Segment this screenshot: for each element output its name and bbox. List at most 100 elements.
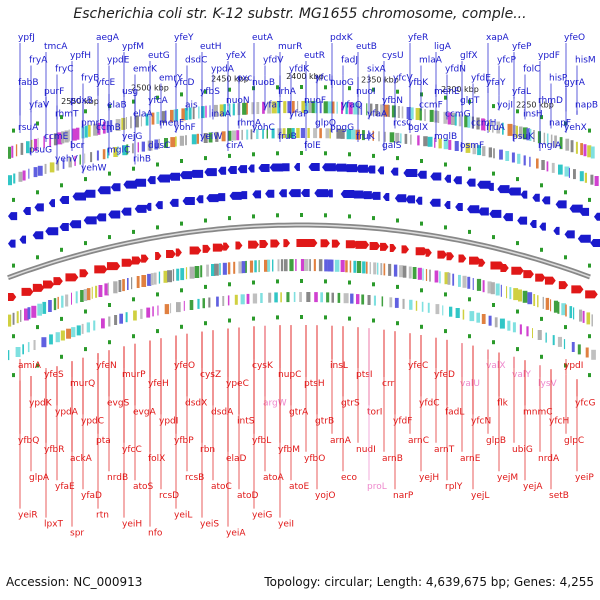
reverse-gene-arrows-arrow xyxy=(523,270,534,279)
forward-gene-arrows-2-arrow xyxy=(179,171,192,180)
forward-gene-arrows-2-arrow xyxy=(147,176,156,185)
fwd-cog-band-block xyxy=(251,102,255,115)
tick-dot xyxy=(444,162,447,167)
rev-cog-band-2-block xyxy=(373,295,376,306)
rev-cog-band-block xyxy=(80,290,84,302)
tick-dot xyxy=(180,92,183,97)
gene-label: yfcD xyxy=(174,78,194,88)
forward-gene-arrows-2-arrow xyxy=(247,164,255,173)
gene-label: yeiL xyxy=(174,511,192,521)
tick-dot xyxy=(156,225,159,230)
tick-dot xyxy=(204,89,207,94)
tick-dot xyxy=(12,197,15,202)
gene-label: elaD xyxy=(226,454,247,464)
rev-cog-band-block xyxy=(245,260,247,273)
fwd-cog-band-block xyxy=(580,143,583,156)
fwd-cog-band-2-block xyxy=(372,130,374,141)
reverse-gene-arrows-arrow xyxy=(189,246,202,255)
tick-dot xyxy=(276,315,279,320)
rev-cog-band-block xyxy=(472,278,474,290)
gene-label: arnB xyxy=(382,454,403,464)
gene-label: yeiW xyxy=(200,132,222,142)
fwd-cog-band-block xyxy=(110,120,113,133)
fwd-cog-band-2-block xyxy=(427,136,433,147)
fwd-cog-band-2-block xyxy=(590,174,594,185)
chart-title: Escherichia coli str. K-12 substr. MG165… xyxy=(73,6,527,22)
reverse-gene-arrows-arrow xyxy=(511,266,524,275)
fwd-cog-band-block xyxy=(554,135,557,148)
gene-label: yfcV xyxy=(393,74,413,84)
rev-cog-band-block xyxy=(380,263,383,276)
gene-label: usg xyxy=(122,87,138,97)
rev-cog-band-block xyxy=(122,279,125,292)
gene-label: yeiR xyxy=(18,511,38,521)
tick-dot xyxy=(540,316,543,321)
forward-gene-arrows-2-arrow xyxy=(520,190,528,199)
gene-label: fryC xyxy=(55,65,73,75)
reverse-gene-arrows-arrow xyxy=(53,277,63,286)
fwd-cog-band-block xyxy=(397,106,400,118)
gene-label: osmF xyxy=(460,141,484,151)
forward-gene-arrows-2-arrow xyxy=(168,172,181,181)
rev-cog-band-2-block xyxy=(442,305,444,316)
fwd-cog-band-2-block xyxy=(256,129,259,139)
reverse-gene-arrows-arrow xyxy=(166,250,176,259)
tick-dot xyxy=(516,347,519,352)
fwd-cog-band-block xyxy=(311,101,317,114)
rev-cog-band-block xyxy=(227,262,231,275)
fwd-cog-band-block xyxy=(188,107,192,120)
gene-label: nupC xyxy=(278,370,301,380)
fwd-cog-band-2-block xyxy=(158,138,160,149)
gene-label: arnT xyxy=(434,445,455,455)
fwd-cog-band-block xyxy=(262,101,265,114)
reverse-gene-arrows-arrow xyxy=(65,273,79,282)
fwd-cog-band-2-block xyxy=(472,144,477,155)
gene-label: yfbR xyxy=(44,445,64,455)
tick-dot xyxy=(492,303,495,307)
gene-label: ypdA xyxy=(211,65,235,75)
forward-gene-arrows-2-arrow xyxy=(403,169,418,178)
forward-gene-arrows-2-arrow xyxy=(156,174,170,183)
rev-cog-band-block xyxy=(91,286,93,299)
fwd-cog-band-block xyxy=(406,107,411,119)
rev-cog-band-2-block xyxy=(563,339,566,350)
fwd-cog-band-2-block xyxy=(417,135,420,146)
rev-cog-band-2-block xyxy=(246,293,250,304)
tick-dot xyxy=(372,87,375,92)
forward-gene-arrows-2-arrow xyxy=(308,163,320,172)
fwd-cog-band-2-block xyxy=(584,172,587,183)
fwd-cog-band-2-block xyxy=(460,142,463,152)
reverse-gene-arrows-arrow xyxy=(131,256,142,265)
gene-label: yfeD xyxy=(434,370,455,380)
rev-cog-band-2-block xyxy=(286,292,290,303)
tick-dot xyxy=(84,347,87,352)
rev-cog-band-2-block xyxy=(81,323,84,334)
rev-cog-band-2-block xyxy=(41,337,47,348)
forward-gene-arrows-arrow xyxy=(278,189,287,198)
tick-dot xyxy=(108,104,111,109)
fwd-cog-band-block xyxy=(336,101,338,114)
rev-cog-band-block xyxy=(83,289,88,301)
reverse-gene-arrows-arrow xyxy=(235,241,243,250)
gene-label: yehV xyxy=(55,155,79,165)
tick-dot xyxy=(300,151,303,155)
rev-cog-band-block xyxy=(476,278,482,291)
gene-label: mnmC xyxy=(523,407,553,417)
rev-cog-band-block xyxy=(318,259,323,272)
fwd-cog-band-block xyxy=(229,103,231,116)
tick-dot xyxy=(396,156,399,161)
tick-dot xyxy=(204,284,207,289)
rev-cog-band-block xyxy=(353,260,357,273)
gene-label: gtrA xyxy=(289,407,309,417)
rev-cog-band-block xyxy=(254,260,257,273)
fwd-cog-band-block xyxy=(515,125,518,138)
reverse-gene-arrows-arrow xyxy=(389,243,397,252)
gene-label: yeiI xyxy=(278,520,294,530)
rev-cog-band-block xyxy=(522,290,528,303)
gene-label: ypdI xyxy=(564,361,583,371)
rev-cog-band-block xyxy=(533,294,536,306)
forward-gene-arrows-arrow xyxy=(382,192,390,201)
forward-gene-arrows-arrow xyxy=(45,227,59,236)
fwd-cog-band-2-block xyxy=(208,132,213,143)
backbone-group xyxy=(7,222,591,281)
